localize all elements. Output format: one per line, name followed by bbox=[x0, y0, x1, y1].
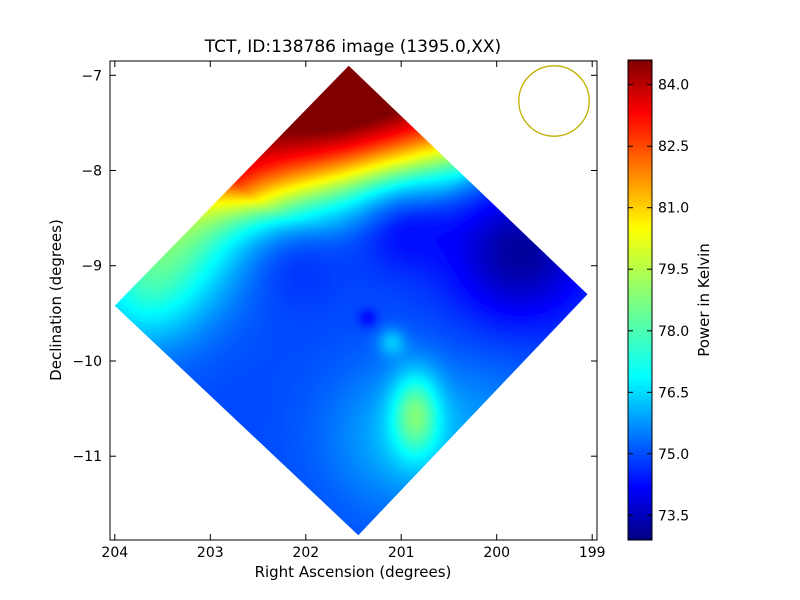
colorbar: 84.0 82.5 81.0 79.5 78.0 76.5 75.0 73.5 Power i… bbox=[627, 59, 713, 541]
x-tick-label: 204 bbox=[101, 545, 128, 561]
x-tick-label: 202 bbox=[292, 545, 319, 561]
colorbar-tick-label: 75.0 bbox=[658, 447, 689, 463]
y-axis: −7 −8 −9 −10 −11 bbox=[72, 68, 597, 465]
colorbar-tick-label: 79.5 bbox=[658, 262, 689, 278]
colorbar-tick-label: 81.0 bbox=[658, 201, 689, 217]
x-tick-label: 203 bbox=[197, 545, 224, 561]
plot-area bbox=[109, 60, 598, 541]
heatmap-image bbox=[114, 65, 588, 536]
x-axis: 204 203 202 201 200 199 bbox=[101, 61, 606, 561]
y-tick-label: −7 bbox=[81, 68, 102, 84]
x-tick-label: 200 bbox=[483, 545, 510, 561]
colorbar-tick-label: 78.0 bbox=[658, 324, 689, 340]
y-tick-label: −10 bbox=[72, 354, 102, 370]
plot-frame bbox=[109, 60, 598, 541]
colorbar-tick-label: 76.5 bbox=[658, 385, 689, 401]
colorbar-tick-label: 73.5 bbox=[658, 508, 689, 524]
chart-title: TCT, ID:138786 image (1395.0,XX) bbox=[204, 37, 501, 57]
y-tick-label: −9 bbox=[81, 259, 102, 275]
colorbar-gradient bbox=[628, 60, 652, 540]
colorbar-label: Power in Kelvin bbox=[695, 243, 713, 357]
colorbar-ticks: 84.0 82.5 81.0 79.5 78.0 76.5 75.0 73.5 bbox=[628, 78, 689, 524]
x-tick-label: 199 bbox=[579, 545, 606, 561]
y-tick-label: −11 bbox=[72, 449, 102, 465]
x-axis-label: Right Ascension (degrees) bbox=[255, 563, 452, 581]
colorbar-frame bbox=[627, 59, 653, 541]
y-tick-label: −8 bbox=[81, 164, 102, 180]
x-tick-label: 201 bbox=[388, 545, 415, 561]
y-axis-label: Declination (degrees) bbox=[47, 219, 65, 381]
colorbar-tick-label: 82.5 bbox=[658, 139, 689, 155]
beam-circle bbox=[518, 65, 590, 137]
colorbar-tick-label: 84.0 bbox=[658, 78, 689, 94]
